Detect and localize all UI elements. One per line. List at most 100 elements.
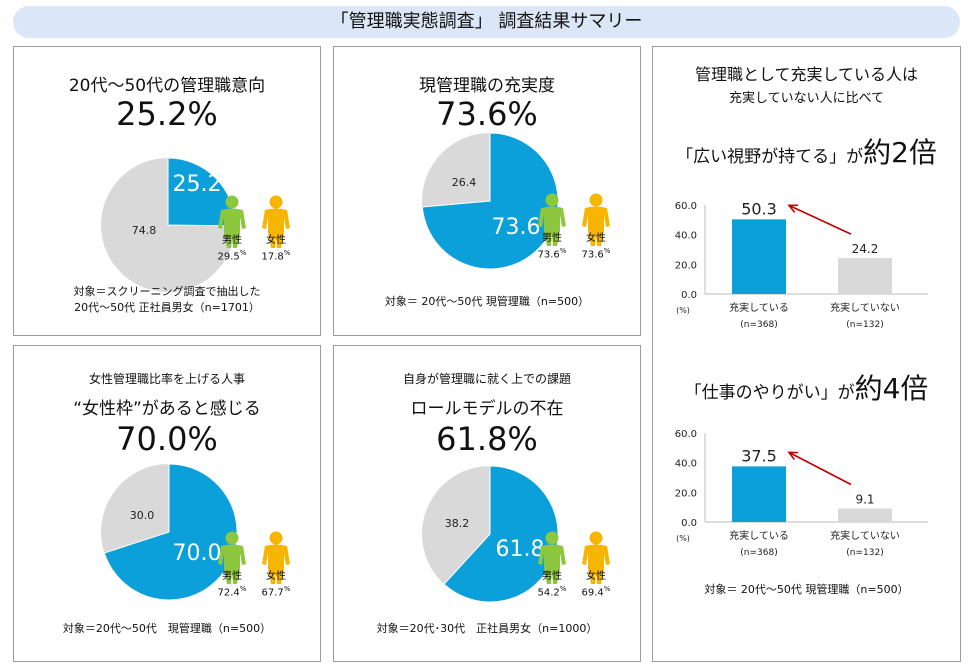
male-figure: 男性 73.6% bbox=[532, 193, 572, 261]
male-rate: 72.4% bbox=[217, 585, 247, 599]
chart-title-text: 「仕事のやりがい」が bbox=[684, 383, 855, 403]
panel-heading: ロールモデルの不在 bbox=[410, 399, 564, 419]
sample-note: 対象＝ 20代～50代 現管理職（n=500） bbox=[704, 583, 909, 596]
pie-data-label: 61.8 bbox=[496, 537, 545, 562]
panel-percentage: 61.8% bbox=[436, 420, 538, 458]
bar-value-label: 37.5 bbox=[741, 446, 777, 465]
pie-chart: 70.0 30.0 bbox=[101, 463, 238, 601]
panel-heading: “女性枠”があると感じる bbox=[73, 399, 261, 419]
female-icon bbox=[256, 531, 296, 589]
male-label: 男性 bbox=[542, 233, 562, 244]
male-rate: 73.6% bbox=[537, 247, 567, 261]
female-label: 女性 bbox=[266, 235, 286, 246]
bar bbox=[732, 466, 786, 522]
y-unit-label: (%) bbox=[676, 534, 690, 543]
female-figure: 女性 69.4% bbox=[576, 531, 616, 599]
x-tick-sublabel: (n=132) bbox=[846, 320, 883, 330]
bar bbox=[838, 508, 892, 522]
pie-slice-main bbox=[103, 463, 238, 601]
bar-chart: 0.0 20.0 40.0 60.0 (%) 37.5 充実している (n=368) 9.1 充実… bbox=[675, 429, 928, 558]
y-unit-label: (%) bbox=[676, 306, 690, 315]
chart-title-emphasis: 約4倍 bbox=[854, 372, 929, 405]
bar-chart: 0.0 20.0 40.0 60.0 (%) 50.3 充実している (n=368) 24.2 充… bbox=[675, 199, 928, 330]
female-icon bbox=[576, 193, 616, 251]
female-rate: 73.6% bbox=[581, 247, 611, 261]
female-label: 女性 bbox=[266, 571, 286, 582]
y-tick-label: 40.0 bbox=[675, 459, 697, 470]
male-figure: 男性 54.2% bbox=[532, 531, 572, 599]
bar-value-label: 50.3 bbox=[741, 199, 777, 218]
male-icon bbox=[532, 193, 572, 251]
female-rate: 67.7% bbox=[261, 585, 291, 599]
male-rate: 54.2% bbox=[537, 585, 567, 599]
panel-percentage: 70.0% bbox=[116, 420, 218, 458]
male-rate: 29.5% bbox=[217, 249, 247, 263]
male-figure: 男性 72.4% bbox=[212, 531, 252, 599]
sample-note: 対象＝20代～50代 現管理職（n=500） bbox=[62, 622, 272, 635]
comparison-arrowhead bbox=[787, 204, 799, 213]
female-rate: 17.8% bbox=[261, 249, 291, 263]
pie-chart: 25.2 74.8 bbox=[101, 157, 236, 292]
pie-data-label: 70.0 bbox=[173, 541, 222, 566]
female-figure: 女性 67.7% bbox=[256, 531, 296, 599]
sample-note: 対象＝20代･30代 正社員男女（n=1000） bbox=[376, 622, 598, 635]
page-title: 「管理職実態調査」 調査結果サマリー bbox=[13, 6, 960, 38]
x-tick-sublabel: (n=368) bbox=[740, 320, 777, 330]
panel-female-quota: 女性管理職比率を上げる人事 “女性枠”があると感じる 70.0% 70.0 30.… bbox=[13, 345, 321, 662]
female-label: 女性 bbox=[586, 233, 606, 244]
pie-data-label: 73.6 bbox=[492, 215, 541, 240]
pie-data-label: 25.2 bbox=[173, 172, 222, 197]
panel-subheading: 女性管理職比率を上げる人事 bbox=[88, 372, 245, 386]
panel-heading: 現管理職の充実度 bbox=[419, 76, 555, 96]
comparison-arrowhead bbox=[787, 451, 799, 461]
pie-chart: 61.8 38.2 bbox=[422, 465, 559, 603]
panel-fulfillment: 現管理職の充実度 73.6% 73.6 26.4 男性 73.6% 女性 73.6… bbox=[333, 46, 641, 336]
female-rate: 69.4% bbox=[581, 585, 611, 599]
pie-data-label: 26.4 bbox=[452, 176, 477, 189]
male-label: 男性 bbox=[222, 571, 242, 582]
panel-subheading: 自身が管理職に就く上での課題 bbox=[402, 372, 571, 386]
y-tick-label: 60.0 bbox=[675, 429, 697, 440]
pie-slice-main bbox=[421, 132, 559, 270]
y-tick-label: 60.0 bbox=[675, 201, 697, 212]
panel-percentage: 73.6% bbox=[436, 95, 538, 133]
y-tick-label: 40.0 bbox=[675, 231, 697, 242]
comparison-subheading: 充実していない人に比べて bbox=[728, 91, 885, 106]
chart-title-rewarding: 「仕事のやりがい」が約4倍 bbox=[653, 367, 960, 407]
x-tick-label: 充実している bbox=[729, 301, 789, 314]
y-tick-label: 0.0 bbox=[681, 290, 697, 301]
pie-data-label: 74.8 bbox=[132, 224, 157, 237]
chart-title-text: 「広い視野が持てる」が bbox=[676, 147, 864, 167]
x-tick-label: 充実していない bbox=[830, 529, 900, 542]
bar bbox=[838, 258, 892, 294]
male-figure: 男性 29.5% bbox=[212, 195, 252, 263]
female-figure: 女性 17.8% bbox=[256, 195, 296, 263]
y-tick-label: 0.0 bbox=[681, 518, 697, 529]
female-icon bbox=[256, 195, 296, 253]
panel-percentage: 25.2% bbox=[116, 95, 218, 133]
male-icon bbox=[212, 195, 252, 253]
bar-value-label: 9.1 bbox=[855, 493, 874, 507]
pie-data-label: 38.2 bbox=[445, 517, 470, 530]
bar bbox=[732, 219, 786, 294]
chart-title-emphasis: 約2倍 bbox=[863, 136, 937, 169]
x-tick-label: 充実している bbox=[729, 529, 789, 542]
male-icon bbox=[532, 531, 572, 589]
comparison-arrow bbox=[788, 451, 852, 486]
bar-value-label: 24.2 bbox=[852, 242, 879, 256]
sample-note: 対象＝ 20代～50代 現管理職（n=500） bbox=[384, 295, 590, 308]
pie-data-label: 30.0 bbox=[130, 509, 155, 522]
female-label: 女性 bbox=[586, 571, 606, 582]
sample-note-2: 20代～50代 正社員男女（n=1701） bbox=[74, 301, 260, 314]
female-figure: 女性 73.6% bbox=[576, 193, 616, 261]
comparison-arrow bbox=[788, 204, 852, 235]
panel-role-model: 自身が管理職に就く上での課題 ロールモデルの不在 61.8% 61.8 38.2 … bbox=[333, 345, 641, 662]
comparison-heading: 管理職として充実している人は bbox=[694, 65, 919, 84]
y-tick-label: 20.0 bbox=[675, 488, 697, 499]
y-tick-label: 20.0 bbox=[675, 260, 697, 271]
panel-heading: 20代～50代の管理職意向 bbox=[68, 76, 266, 96]
sample-note: 対象＝スクリーニング調査で抽出した bbox=[73, 285, 261, 298]
male-icon bbox=[212, 531, 252, 589]
chart-title-broad-view: 「広い視野が持てる」が約2倍 bbox=[653, 131, 960, 171]
pie-chart: 73.6 26.4 bbox=[421, 132, 559, 270]
